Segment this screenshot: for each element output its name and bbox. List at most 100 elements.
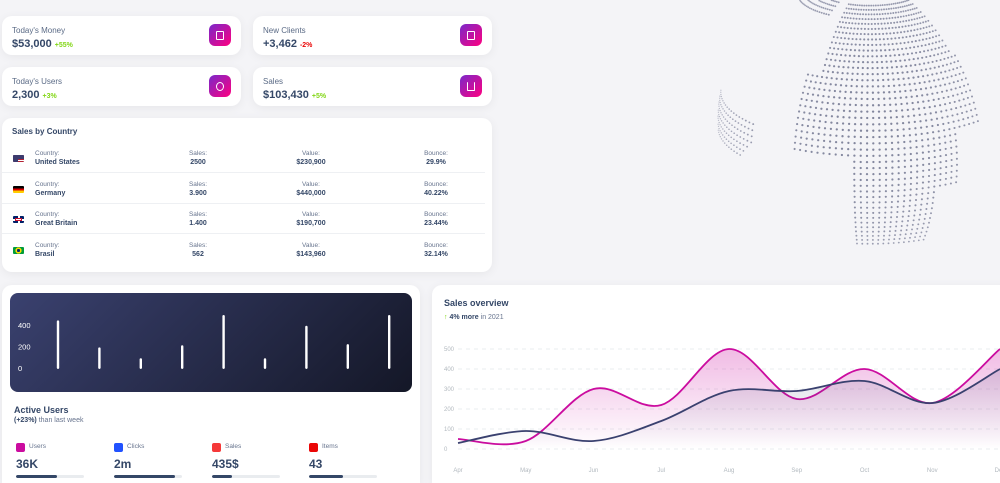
bar [222, 315, 225, 369]
y-tick-label: 200 [444, 407, 455, 413]
bar [56, 320, 60, 369]
x-tick-label: Aug [724, 468, 735, 474]
stat-value: 2,300 +3% [12, 89, 57, 101]
y-tick-label: 400 [444, 367, 455, 373]
stat-label: Sales [263, 77, 284, 86]
clicks-icon [114, 443, 123, 452]
items-icon [309, 443, 318, 452]
country-cell: Country: Germany [35, 180, 66, 197]
progress-bar [212, 475, 280, 478]
money-icon [209, 24, 231, 46]
cart-icon [460, 75, 482, 97]
bar [98, 347, 101, 369]
y-tick-label: 500 [444, 347, 455, 353]
active-users-subtitle: (+23%) than last week [14, 417, 84, 424]
sales-cell: Sales: 1.400 [188, 211, 208, 227]
stat-label: New Clients [263, 26, 306, 35]
value-cell: Value: $440,000 [296, 180, 326, 197]
x-tick-label: May [520, 468, 531, 474]
stat-value: $53,000 +55% [12, 38, 73, 50]
x-tick-label: Dec [995, 468, 1000, 474]
sales-by-country-card: Sales by Country Country: United States Sa… [2, 118, 492, 272]
bar [139, 358, 142, 369]
series-line [457, 368, 1000, 444]
document-icon [460, 24, 482, 46]
bar [305, 325, 308, 369]
x-tick-label: Sep [791, 468, 802, 474]
stat-card-users: Today's Users 2,300 +3% [2, 67, 241, 106]
bar-chart-panel: 0 200 400 [10, 293, 412, 392]
x-tick-label: Nov [927, 468, 938, 474]
value-cell: Value: $230,900 [296, 150, 326, 166]
country-cell: Country: Great Britain [35, 211, 78, 227]
y-tick-label: 200 [18, 342, 31, 351]
progress-bar [309, 475, 377, 478]
stat-value: 2m [114, 457, 132, 471]
gb-flag-icon [13, 216, 24, 223]
stat-value: $103,430 +5% [263, 89, 327, 101]
sales-overview-subtitle: ↑ 4% more in 2021 [444, 314, 504, 321]
y-tick-label: 400 [18, 321, 31, 330]
series-area [458, 369, 1000, 449]
sales-overview-title: Sales overview [444, 298, 509, 308]
y-tick-label: 0 [444, 447, 448, 453]
sales-cell: Sales: 562 [188, 241, 208, 258]
stat-label: Today's Money [12, 26, 66, 35]
stat-value: 36K [16, 457, 39, 471]
globe-icon [209, 75, 231, 97]
table-row: Country: Germany Sales: 3.900 Value: $440,000… [2, 174, 485, 204]
stat-label: Users [29, 443, 46, 450]
table-row: Country: Great Britain Sales: 1.400 Value: $1… [2, 204, 485, 234]
series-line [457, 348, 1000, 446]
y-tick-label: 0 [18, 364, 22, 373]
stat-label: Items [322, 443, 338, 450]
table-row: Country: Brasil Sales: 562 Value: $143,960 Bou… [2, 235, 485, 265]
y-tick-label: 100 [444, 427, 455, 433]
stat-card-money: Today's Money $53,000 +55% [2, 16, 241, 55]
country-cell: Country: United States [35, 150, 80, 166]
table-title: Sales by Country [12, 127, 78, 136]
stat-change: +5% [311, 93, 327, 100]
users-icon [16, 443, 25, 452]
value-cell: Value: $190,700 [296, 211, 326, 227]
stat-value: 435$ [212, 457, 239, 471]
stat-card-sales: Sales $103,430 +5% [253, 67, 492, 106]
bounce-cell: Bounce: 32.14% [424, 241, 448, 258]
line-chart: 0 100 200 300 400 500 Apr May Jun Jul Aug Sep Oct Nov… [444, 347, 1000, 474]
arrow-up-icon: ↑ [444, 314, 448, 321]
x-tick-label: Jun [589, 468, 599, 474]
y-tick-label: 300 [444, 387, 455, 393]
stat-label: Sales [225, 443, 242, 450]
value-cell: Value: $143,960 [296, 241, 326, 258]
sales-cell: Sales: 3.900 [188, 180, 208, 197]
stat-label: Clicks [127, 443, 145, 450]
stat-card-clients: New Clients +3,462 -2% [253, 16, 492, 55]
bounce-cell: Bounce: 23.44% [424, 211, 448, 227]
bar [388, 315, 391, 369]
progress-bar [16, 475, 84, 478]
stat-change: +55% [54, 42, 73, 49]
stat-change: -2% [299, 42, 313, 49]
active-users-title: Active Users [14, 405, 69, 415]
stat-change: +3% [42, 93, 57, 100]
us-flag-icon [13, 155, 24, 162]
x-tick-label: Jul [657, 468, 665, 474]
stat-label: Today's Users [12, 77, 62, 86]
x-tick-label: Oct [860, 468, 870, 474]
sales-cell: Sales: 2500 [188, 150, 208, 166]
bounce-cell: Bounce: 29.9% [424, 150, 448, 166]
bar [181, 345, 184, 369]
progress-bar [114, 475, 182, 478]
globe-illustration [717, 0, 979, 245]
stat-value: 43 [309, 457, 323, 471]
table-row: Country: United States Sales: 2500 Value: $23… [2, 143, 485, 173]
bar [346, 344, 349, 369]
bounce-cell: Bounce: 40.22% [424, 180, 448, 197]
x-tick-label: Apr [453, 468, 462, 474]
stat-value: +3,462 -2% [263, 38, 313, 50]
sales-icon [212, 443, 221, 452]
bar [263, 358, 267, 369]
country-cell: Country: Brasil [35, 241, 60, 258]
br-flag-icon [13, 246, 24, 254]
bar-chart: 0 200 400 [18, 315, 391, 373]
